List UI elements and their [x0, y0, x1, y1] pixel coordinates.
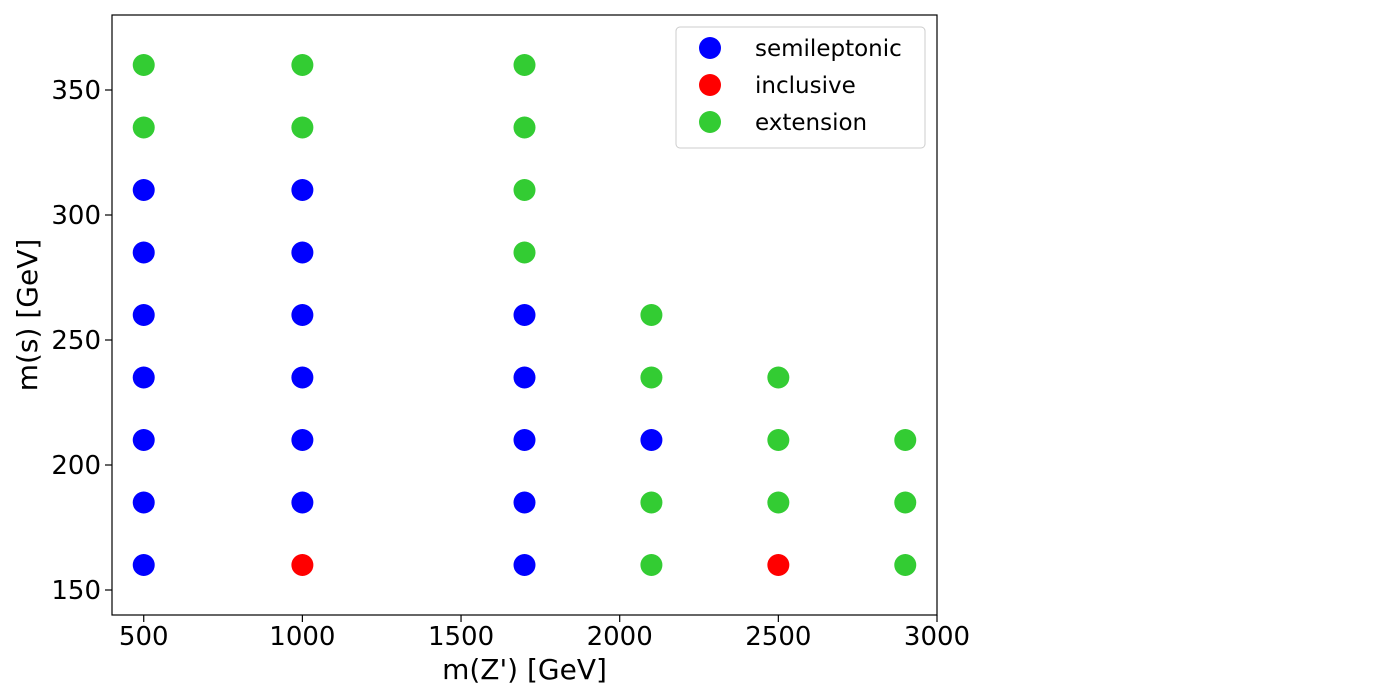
- x-tick-label: 1000: [269, 622, 335, 652]
- data-point-semileptonic: [291, 491, 314, 514]
- x-tick-label: 500: [119, 622, 169, 652]
- data-point-semileptonic: [291, 304, 314, 326]
- data-point-semileptonic: [132, 179, 155, 201]
- legend-marker-extension: [699, 111, 721, 133]
- data-point-extension: [132, 116, 155, 139]
- x-tick-label: 1500: [428, 622, 494, 652]
- data-point-extension: [640, 491, 663, 514]
- data-point-extension: [894, 554, 917, 576]
- data-point-extension: [291, 116, 314, 139]
- y-tick-label: 200: [51, 451, 101, 481]
- data-point-semileptonic: [291, 429, 314, 451]
- data-point-extension: [513, 241, 536, 264]
- legend-label-semileptonic: semileptonic: [755, 36, 902, 62]
- legend-box: [675, 26, 926, 149]
- x-tick-label: 2500: [745, 622, 811, 652]
- data-point-semileptonic: [132, 304, 155, 326]
- y-axis-label: m(s) [GeV]: [11, 239, 44, 392]
- legend-label-inclusive: inclusive: [755, 73, 856, 99]
- data-point-extension: [767, 366, 790, 389]
- x-axis-label: m(Z') [GeV]: [442, 653, 607, 686]
- data-point-semileptonic: [513, 366, 536, 389]
- y-tick-label: 300: [51, 201, 101, 231]
- y-tick-label: 250: [51, 326, 101, 356]
- data-point-semileptonic: [132, 241, 155, 264]
- data-point-extension: [894, 429, 917, 451]
- data-point-semileptonic: [132, 429, 155, 451]
- data-point-semileptonic: [640, 429, 663, 451]
- data-points: [132, 54, 917, 576]
- data-point-semileptonic: [513, 304, 536, 326]
- data-point-semileptonic: [513, 429, 536, 451]
- data-point-extension: [640, 366, 663, 389]
- data-point-semileptonic: [132, 491, 155, 514]
- data-point-semileptonic: [291, 241, 314, 264]
- data-point-extension: [640, 304, 663, 326]
- data-point-extension: [513, 179, 536, 201]
- data-point-extension: [767, 491, 790, 514]
- data-point-semileptonic: [513, 491, 536, 514]
- legend: semileptonic inclusive extension: [675, 26, 926, 149]
- y-tick-label: 350: [51, 76, 101, 106]
- data-point-extension: [291, 54, 314, 76]
- legend-label-extension: extension: [755, 110, 867, 136]
- data-point-extension: [513, 54, 536, 76]
- axis-ticks: 500 1000 1500 2000 2500 3000 150 200 250 300 350: [51, 76, 970, 652]
- data-point-semileptonic: [132, 554, 155, 576]
- data-point-semileptonic: [291, 366, 314, 389]
- data-point-extension: [132, 54, 155, 76]
- data-point-extension: [640, 554, 663, 576]
- data-point-semileptonic: [513, 554, 536, 576]
- data-point-extension: [894, 491, 917, 514]
- data-point-extension: [513, 116, 536, 139]
- data-point-extension: [767, 429, 790, 451]
- legend-marker-semileptonic: [699, 37, 721, 59]
- legend-marker-inclusive: [699, 74, 721, 96]
- x-tick-label: 2000: [587, 622, 653, 652]
- x-tick-label: 3000: [904, 622, 970, 652]
- y-tick-label: 150: [51, 576, 101, 606]
- data-point-semileptonic: [291, 179, 314, 201]
- plot-area-frame: [111, 14, 938, 616]
- data-point-semileptonic: [132, 366, 155, 389]
- data-point-inclusive: [767, 554, 790, 576]
- data-point-inclusive: [291, 554, 314, 576]
